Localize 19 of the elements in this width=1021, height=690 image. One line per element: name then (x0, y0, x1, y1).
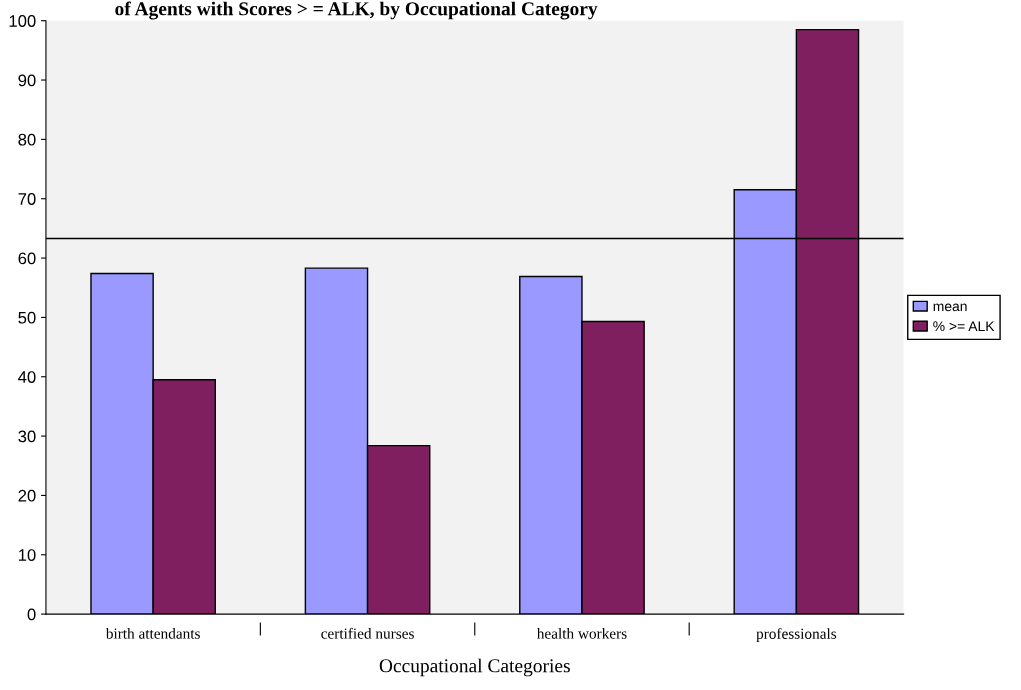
y-tick-label: 80 (18, 133, 36, 146)
legend-label: mean (933, 303, 967, 312)
y-tick-label: 70 (18, 193, 36, 205)
y-tick-label: 40 (18, 371, 36, 383)
y-tick-label: 30 (18, 430, 36, 443)
x-tick-label: professionals (756, 627, 837, 642)
y-tick-label: 90 (18, 74, 36, 87)
y-tick-label: 20 (18, 489, 36, 502)
y-tick-label: 50 (18, 311, 36, 324)
x-axis-title: Occupational Categories (379, 658, 570, 677)
y-tick-label: 0 (27, 608, 36, 621)
x-tick-label: health workers (536, 627, 627, 639)
y-tick-label: 60 (18, 252, 36, 265)
x-tick-label: birth attendants (105, 627, 200, 639)
y-tick-label: 10 (18, 549, 36, 561)
y-tick-label: 100 (9, 15, 36, 27)
x-tick-label: certified nurses (321, 627, 414, 639)
legend-label: % >= ALK (933, 321, 995, 332)
chart-title: of Agents with Scores > = ALK, by Occupational Category (115, 1, 598, 20)
